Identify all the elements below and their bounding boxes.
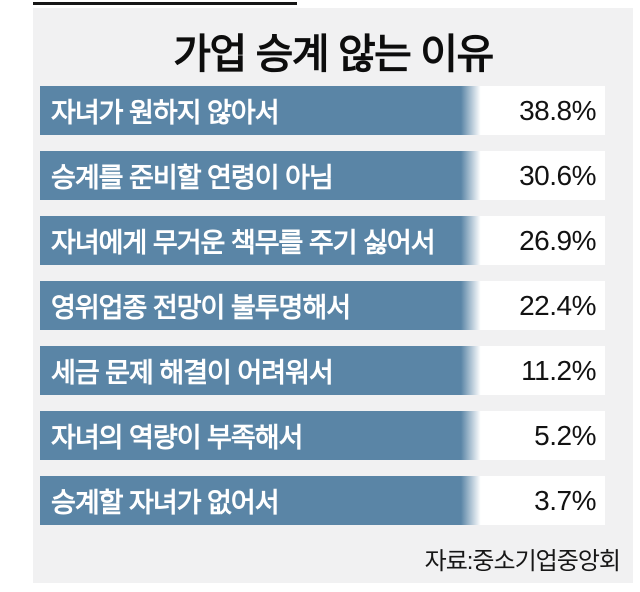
row-label: 자녀의 역량이 부족해서 xyxy=(51,423,303,453)
row-value: 22.4% xyxy=(519,289,596,321)
chart-panel: 가업 승계 않는 이유 자녀가 원하지 않아서 38.8% 승계를 준비할 연령… xyxy=(33,8,633,583)
top-rule-line xyxy=(33,2,297,5)
chart-row: 승계할 자녀가 없어서 3.7% xyxy=(40,476,605,525)
row-value: 38.8% xyxy=(519,94,596,126)
row-label: 영위업종 전망이 불투명해서 xyxy=(51,293,351,323)
source-credit: 자료:중소기업중앙회 xyxy=(424,548,621,575)
row-label: 자녀가 원하지 않아서 xyxy=(51,98,280,128)
chart-row: 세금 문제 해결이 어려워서 11.2% xyxy=(40,346,605,395)
row-value: 26.9% xyxy=(519,224,596,256)
row-label: 세금 문제 해결이 어려워서 xyxy=(51,358,334,388)
chart-row: 영위업종 전망이 불투명해서 22.4% xyxy=(40,281,605,330)
chart-row: 자녀의 역량이 부족해서 5.2% xyxy=(40,411,605,460)
chart-title: 가업 승계 않는 이유 xyxy=(173,31,494,77)
row-value: 5.2% xyxy=(534,419,596,451)
row-value: 11.2% xyxy=(521,354,596,386)
row-label: 승계할 자녀가 없어서 xyxy=(51,488,280,518)
row-value: 30.6% xyxy=(519,159,596,191)
chart-row: 자녀에게 무거운 책무를 주기 싫어서 26.9% xyxy=(40,216,605,265)
chart-row: 자녀가 원하지 않아서 38.8% xyxy=(40,86,605,135)
row-label: 승계를 준비할 연령이 아님 xyxy=(51,163,334,193)
row-label: 자녀에게 무거운 책무를 주기 싫어서 xyxy=(51,228,436,258)
row-value: 3.7% xyxy=(534,484,596,516)
chart-row: 승계를 준비할 연령이 아님 30.6% xyxy=(40,151,605,200)
chart-rows: 자녀가 원하지 않아서 38.8% 승계를 준비할 연령이 아님 30.6% 자… xyxy=(40,86,605,541)
